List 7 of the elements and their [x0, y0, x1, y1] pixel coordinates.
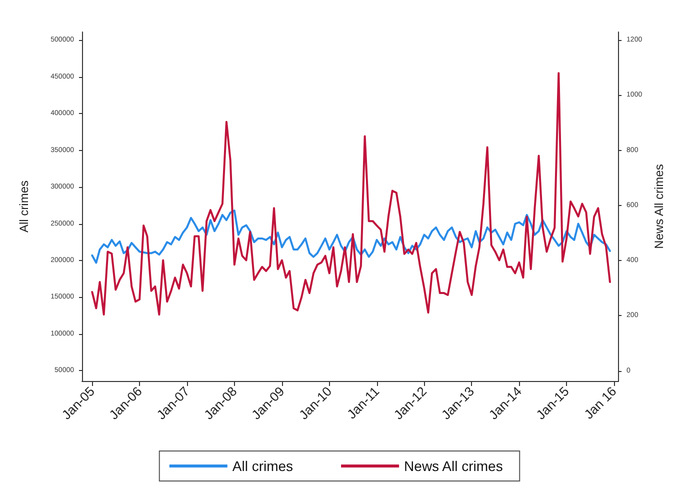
line-series — [91, 210, 611, 264]
legend-label: All crimes — [232, 458, 294, 474]
x-tick-label: Jan 16 — [581, 384, 620, 422]
y-axis-title: All crimes — [17, 180, 31, 233]
legend-label: News All crimes — [404, 458, 503, 474]
line-series — [91, 72, 611, 316]
y2-axis-title: News All crimes — [652, 164, 666, 249]
